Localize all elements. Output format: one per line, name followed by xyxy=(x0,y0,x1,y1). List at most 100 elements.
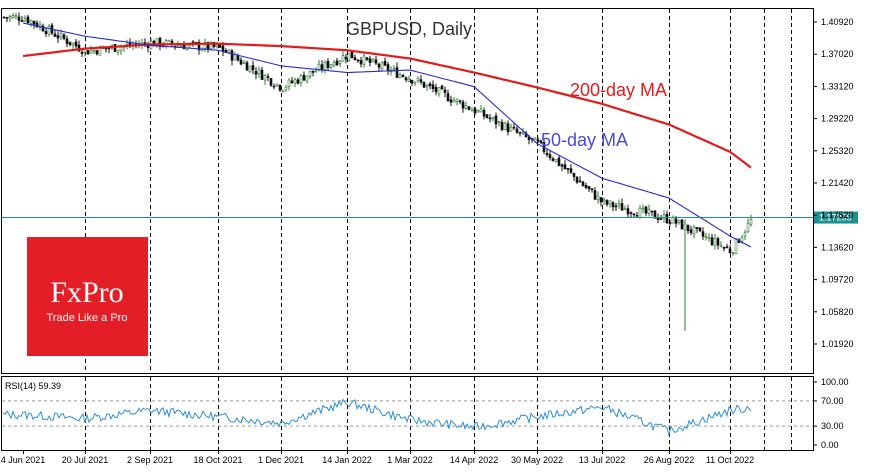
candle-body xyxy=(551,158,555,161)
rsi-panel-frame xyxy=(1,376,814,451)
candle-body xyxy=(569,168,573,173)
x-tick-label: 14 Jan 2022 xyxy=(322,455,372,465)
candle-body xyxy=(26,16,30,23)
candle-body xyxy=(698,227,702,232)
candle-body xyxy=(500,121,504,131)
rsi-label: RSI(14) 59.39 xyxy=(5,381,61,391)
candle-body xyxy=(518,131,522,134)
candle-body xyxy=(671,216,675,224)
candle-body xyxy=(602,199,606,202)
candle-body xyxy=(287,79,291,87)
candle-body xyxy=(323,61,327,70)
candle-body xyxy=(347,52,351,61)
candle-body xyxy=(236,55,240,61)
candle-body xyxy=(572,172,576,177)
candle-body xyxy=(605,200,609,205)
y-tick-label: 1.25320 xyxy=(821,146,854,156)
candle-body xyxy=(374,59,378,64)
candle-body xyxy=(440,85,444,90)
candle-body xyxy=(419,79,423,83)
candle-body xyxy=(704,236,708,239)
y-tick-label: 1.33120 xyxy=(821,81,854,91)
candle-body xyxy=(578,180,582,183)
candle-body xyxy=(8,16,12,19)
candle-body xyxy=(245,62,249,71)
candle-body xyxy=(392,68,396,70)
candle-body xyxy=(203,42,207,49)
candle-body xyxy=(290,80,294,84)
candle-body xyxy=(23,18,27,22)
candle-body xyxy=(269,78,273,86)
x-tick-label: 30 May 2022 xyxy=(511,455,563,465)
rsi-y-tick-label: 70.00 xyxy=(821,396,844,406)
candle-body xyxy=(44,31,48,35)
candle-body xyxy=(338,60,342,64)
candle-body xyxy=(221,45,225,52)
candle-body xyxy=(359,60,363,65)
candle-body xyxy=(452,99,456,103)
candle-body xyxy=(548,154,552,159)
candle-body xyxy=(314,70,318,73)
candle-body xyxy=(41,25,45,32)
candle-body xyxy=(278,84,282,91)
candle-body xyxy=(185,44,189,50)
candle-body xyxy=(80,51,84,54)
candle-body xyxy=(143,42,147,44)
y-tick-label: 1.29220 xyxy=(821,114,854,124)
candle-body xyxy=(701,231,705,237)
candle-body xyxy=(512,126,516,129)
candle-body xyxy=(482,110,486,117)
candle-body xyxy=(689,229,693,233)
rsi-line xyxy=(2,398,752,437)
candle-body xyxy=(395,67,399,78)
candle-body xyxy=(593,190,597,200)
candle-body xyxy=(599,197,603,203)
rsi-y-axis: 100.00 70.00 30.00 0.00 xyxy=(813,377,849,450)
candle-body xyxy=(254,71,258,75)
y-tick-label: 1.21420 xyxy=(821,178,854,188)
candle-body xyxy=(515,128,519,133)
candle-body xyxy=(620,203,624,211)
candle-body xyxy=(98,46,102,56)
candle-body xyxy=(47,26,51,35)
candle-body xyxy=(320,64,324,70)
candle-body xyxy=(521,131,525,134)
logo-brand: FxPro xyxy=(50,276,123,309)
rsi-y-tick-label: 30.00 xyxy=(821,421,844,431)
candle-body xyxy=(65,38,69,44)
candle-body xyxy=(584,184,588,189)
candle-body xyxy=(377,63,381,68)
candle-body xyxy=(332,62,336,67)
candle-body xyxy=(416,78,420,81)
candle-body xyxy=(35,22,39,28)
candle-body xyxy=(86,50,90,55)
logo-tagline: Trade Like a Pro xyxy=(47,312,128,324)
candle-body xyxy=(62,34,66,39)
candle-body xyxy=(413,81,417,84)
main-y-axis: 1.40920 1.37020 1.33120 1.29220 1.25320 1.214… xyxy=(813,17,854,349)
candle-body xyxy=(461,101,465,109)
candle-body xyxy=(626,208,630,215)
candle-body xyxy=(371,58,375,62)
candle-body xyxy=(425,84,429,88)
candle-body xyxy=(533,137,537,141)
candle-body xyxy=(17,16,21,21)
candle-body xyxy=(683,223,687,231)
candle-body xyxy=(281,90,285,93)
candle-body xyxy=(545,153,549,155)
candle-body xyxy=(266,76,270,78)
candle-body xyxy=(401,74,405,77)
candle-body xyxy=(476,110,480,113)
candle-body xyxy=(437,87,441,94)
candle-body xyxy=(242,62,246,64)
y-tick-label: 1.01920 xyxy=(821,339,854,349)
candle-body xyxy=(713,238,717,247)
fxpro-logo: FxPro Trade Like a Pro xyxy=(27,237,148,356)
x-tick-label: 26 Aug 2022 xyxy=(644,455,695,465)
candle-body xyxy=(95,50,99,55)
candle-body xyxy=(638,207,642,218)
rsi-y-tick-label: 100.00 xyxy=(821,377,849,387)
candle-body xyxy=(404,77,408,81)
candle-body xyxy=(680,219,684,230)
candle-body xyxy=(29,20,33,24)
